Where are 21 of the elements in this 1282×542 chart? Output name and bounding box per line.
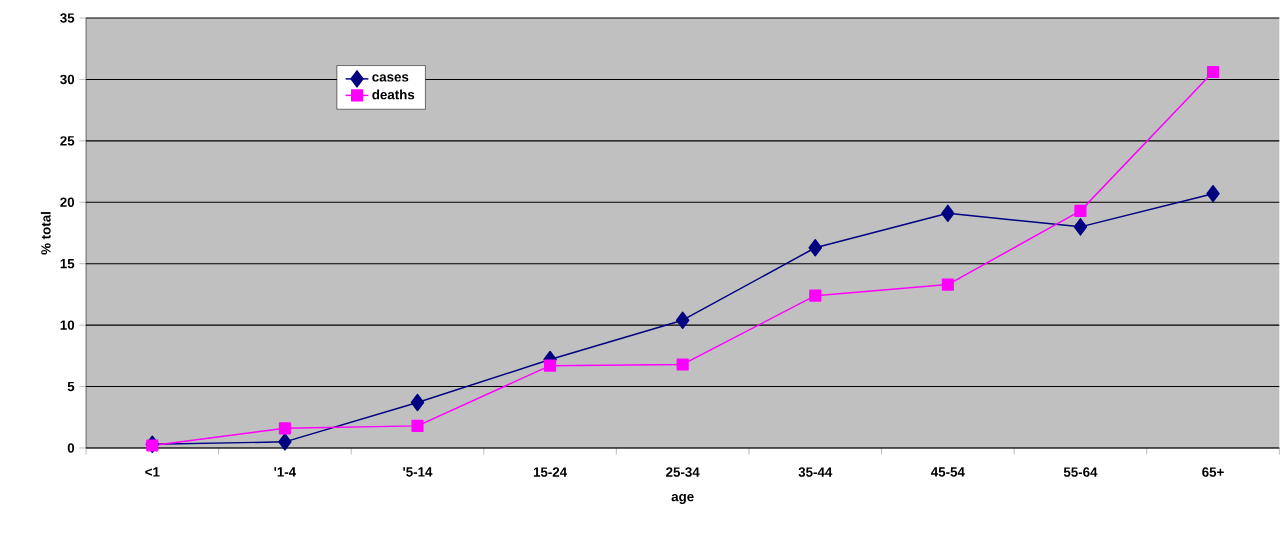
x-tick-label: <1	[145, 467, 160, 477]
x-tick-label: 45-54	[931, 467, 965, 477]
x-axis-title: age	[671, 493, 694, 504]
y-tick-label: 5	[67, 381, 75, 392]
x-tick-label: 55-64	[1063, 467, 1098, 477]
y-tick-label: 30	[60, 74, 75, 85]
legend-label: deaths	[372, 89, 415, 100]
y-tick-label: 35	[60, 13, 75, 23]
y-tick-label: 20	[60, 197, 75, 207]
legend-label: cases	[372, 74, 409, 82]
y-axis-title: % total	[40, 212, 51, 255]
y-tick-label: 10	[60, 320, 75, 330]
x-tick-label: '1-4	[274, 467, 297, 477]
x-tick-label: '5-14	[403, 467, 433, 477]
x-tick-label: 25-34	[666, 467, 700, 477]
y-tick-label: 15	[60, 259, 75, 269]
y-tick-label: 25	[60, 136, 75, 146]
y-tick-label: 0	[67, 443, 75, 453]
x-tick-label: 35-44	[798, 467, 833, 477]
x-tick-label: 15-24	[533, 467, 568, 477]
x-tick-label: 65+	[1202, 467, 1224, 477]
